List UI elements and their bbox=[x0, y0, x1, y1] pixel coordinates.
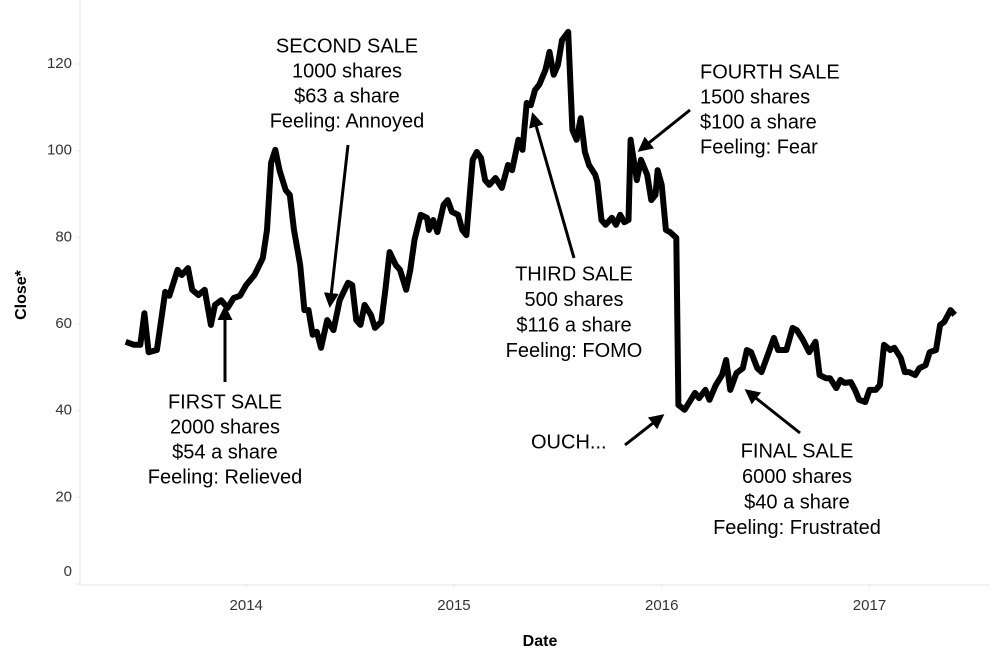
annotation: THIRD SALE bbox=[515, 263, 633, 285]
x-axis-label: Date bbox=[523, 633, 558, 650]
annotation: FOURTH SALE bbox=[700, 61, 840, 83]
annotation: Feeling: FOMO bbox=[506, 340, 643, 362]
annotation: $54 a share bbox=[172, 441, 278, 463]
annotation: $116 a share bbox=[516, 314, 631, 336]
arrow bbox=[624, 414, 665, 447]
annotation: SECOND SALE bbox=[276, 35, 418, 57]
annotation: $100 a share bbox=[700, 111, 817, 133]
arrows bbox=[217, 108, 801, 447]
annotation: $40 a share bbox=[744, 491, 850, 513]
annotation: Feeling: Relieved bbox=[148, 466, 303, 488]
annotation: 2000 shares bbox=[170, 416, 280, 438]
price-line bbox=[124, 28, 957, 413]
x-tick-label: 2014 bbox=[230, 597, 263, 614]
arrow bbox=[744, 389, 801, 435]
annotation: Feeling: Frustrated bbox=[713, 517, 881, 539]
annotation: 500 shares bbox=[525, 289, 624, 311]
arrow bbox=[323, 144, 350, 308]
annotation: 6000 shares bbox=[742, 466, 852, 488]
annotation: Feeling: Fear bbox=[700, 136, 818, 158]
arrow bbox=[529, 112, 576, 259]
x-tick-label: 2017 bbox=[853, 597, 886, 614]
y-tick-label: 80 bbox=[55, 228, 72, 245]
y-tick-label: 60 bbox=[55, 315, 72, 332]
y-axis-label: Close* bbox=[13, 269, 30, 320]
y-tick-label: 0 bbox=[64, 563, 72, 580]
annotation: OUCH... bbox=[531, 431, 607, 453]
annotation: FIRST SALE bbox=[168, 391, 282, 413]
arrow bbox=[637, 108, 691, 152]
annotation: FINAL SALE bbox=[741, 440, 854, 462]
annotation: Feeling: Annoyed bbox=[270, 110, 425, 132]
y-tick-label: 100 bbox=[47, 142, 72, 159]
x-tick-label: 2015 bbox=[437, 597, 470, 614]
y-tick-label: 40 bbox=[55, 402, 72, 419]
x-tick-label: 2016 bbox=[645, 597, 678, 614]
annotation: 1000 shares bbox=[292, 60, 402, 82]
annotation: 1500 shares bbox=[700, 86, 810, 108]
annotation: $63 a share bbox=[294, 85, 400, 107]
y-tick-label: 120 bbox=[47, 55, 72, 72]
y-tick-label: 20 bbox=[55, 488, 72, 505]
